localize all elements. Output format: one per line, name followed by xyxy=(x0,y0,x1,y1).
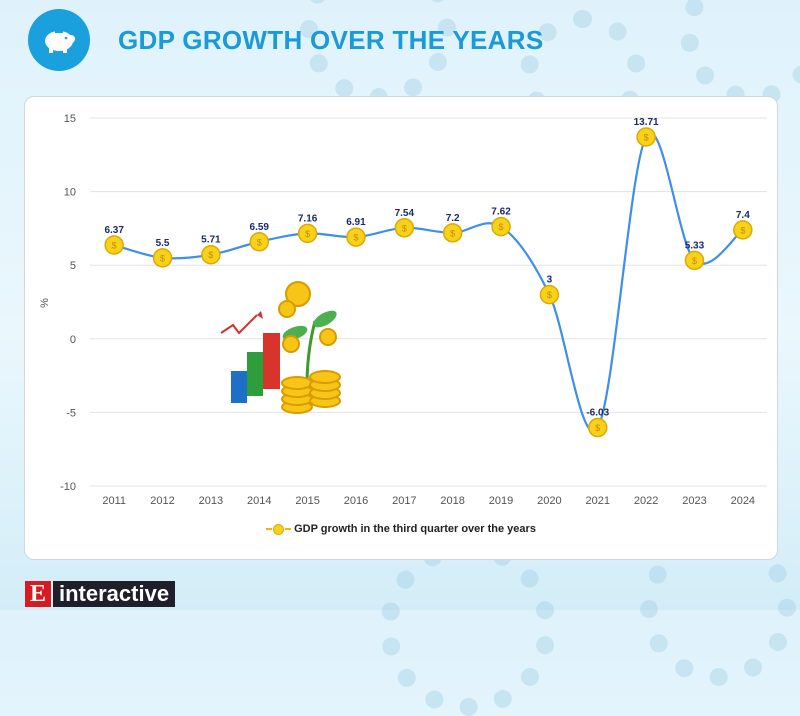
data-point: $ xyxy=(684,250,705,271)
x-tick-label: 2023 xyxy=(682,495,706,507)
x-tick-label: 2013 xyxy=(199,495,223,507)
background-cog xyxy=(680,0,800,106)
data-label: 7.4 xyxy=(736,210,750,221)
coin-symbol: $ xyxy=(499,222,504,232)
coin-symbol: $ xyxy=(305,229,310,239)
data-label: 5.5 xyxy=(156,238,170,249)
coin-marker xyxy=(201,244,221,265)
x-tick-label: 2011 xyxy=(102,495,126,507)
coin-marker xyxy=(588,417,608,438)
data-label: 5.71 xyxy=(201,235,221,246)
coin-marker xyxy=(394,218,415,238)
coin-symbol: $ xyxy=(402,223,407,233)
data-point: $ xyxy=(201,244,221,265)
brand-logo: E interactive xyxy=(25,581,176,607)
data-point: $ xyxy=(249,232,269,252)
brand-letter: E xyxy=(25,581,51,607)
coin-symbol: $ xyxy=(112,241,117,251)
data-label: 3 xyxy=(547,275,553,286)
x-tick-label: 2021 xyxy=(586,495,610,507)
coin-marker xyxy=(539,284,560,305)
coin-marker xyxy=(346,227,366,247)
y-tick-label: -5 xyxy=(66,407,76,419)
x-axis-ticks: 2011 2012 2013 2014 2015 2016 2017 2018 2019 2020… xyxy=(102,495,755,507)
data-point: $ xyxy=(491,216,511,237)
coin-symbol: $ xyxy=(160,253,165,263)
data-label: 6.59 xyxy=(250,222,270,233)
y-axis-label: % xyxy=(39,298,51,308)
coin-symbol: $ xyxy=(692,256,697,266)
data-label: 6.37 xyxy=(104,225,124,236)
legend[interactable]: GDP growth in the third quarter over the… xyxy=(25,523,777,535)
data-labels: 6.37 5.5 5.71 6.59 7.16 6.91 7.54 7.2 7.62 3 -6.03… xyxy=(104,117,750,419)
y-tick-label: 5 xyxy=(70,260,76,272)
coin-symbol: $ xyxy=(595,423,600,433)
y-tick-label: 0 xyxy=(70,334,76,346)
coin-marker xyxy=(684,250,705,271)
background-cog xyxy=(380,540,556,716)
data-label: -6.03 xyxy=(586,408,609,419)
coin-marker xyxy=(297,223,318,244)
coin-symbol: $ xyxy=(644,132,649,142)
data-label: 5.33 xyxy=(685,240,705,251)
coin-marker xyxy=(491,216,511,237)
data-label: 7.16 xyxy=(298,213,318,224)
legend-marker-line xyxy=(266,528,273,531)
data-point: $ xyxy=(636,127,656,147)
data-label: 7.62 xyxy=(491,207,511,218)
data-point: $ xyxy=(733,220,753,240)
money-growth-illustration xyxy=(220,281,341,414)
data-label: 7.2 xyxy=(446,213,460,224)
coin-marker xyxy=(104,235,124,255)
header: GDP GROWTH OVER THE YEARS xyxy=(28,8,543,72)
x-tick-label: 2024 xyxy=(731,495,755,507)
x-tick-label: 2015 xyxy=(295,495,319,507)
legend-marker-line xyxy=(285,528,292,531)
chart-card: 15 10 5 0 -5 -10 2011 2012 2013 2014 2015 2016 2017… xyxy=(24,96,778,560)
x-tick-label: 2020 xyxy=(537,495,561,507)
page-title: GDP GROWTH OVER THE YEARS xyxy=(118,24,544,55)
coin-symbol: $ xyxy=(547,290,552,300)
y-tick-label: -10 xyxy=(60,481,76,493)
x-tick-label: 2022 xyxy=(634,495,658,507)
data-point: $ xyxy=(442,223,463,243)
coin-symbol: $ xyxy=(208,250,213,260)
data-point: $ xyxy=(539,284,560,305)
x-tick-label: 2019 xyxy=(489,495,513,507)
data-label: 13.71 xyxy=(634,117,659,128)
x-tick-label: 2018 xyxy=(440,495,464,507)
legend-label: GDP growth in the third quarter over the… xyxy=(294,523,536,535)
line-chart: 15 10 5 0 -5 -10 2011 2012 2013 2014 2015 2016 2017… xyxy=(39,113,767,507)
grid xyxy=(90,117,767,487)
piggy-bank-gear-icon xyxy=(28,9,90,71)
coin-marker xyxy=(152,248,173,268)
coin-marker xyxy=(636,127,656,147)
x-tick-label: 2017 xyxy=(392,495,416,507)
coin-symbol: $ xyxy=(257,237,262,247)
data-point: $ xyxy=(346,227,366,247)
coin-symbol: $ xyxy=(740,225,745,235)
coin-symbol: $ xyxy=(353,233,358,243)
data-point: $ xyxy=(104,235,124,255)
coin-icon xyxy=(273,523,285,535)
x-tick-label: 2012 xyxy=(150,495,174,507)
x-tick-label: 2014 xyxy=(247,495,271,507)
y-axis-ticks: 15 10 5 0 -5 -10 xyxy=(60,113,76,493)
data-point: $ xyxy=(394,218,415,238)
data-label: 7.54 xyxy=(395,208,415,219)
series-line xyxy=(113,132,744,433)
coin-marker xyxy=(733,220,753,240)
coin-marker xyxy=(249,232,269,252)
data-point: $ xyxy=(297,223,318,244)
data-points: $ $ $ $ $ $ $ $ $ $ $ $ $ $ xyxy=(104,127,753,438)
x-tick-label: 2016 xyxy=(344,495,368,507)
data-point: $ xyxy=(588,417,608,438)
data-label: 6.91 xyxy=(346,217,366,228)
data-point: $ xyxy=(152,248,173,268)
y-tick-label: 10 xyxy=(64,187,76,199)
brand-word: interactive xyxy=(53,581,176,607)
coin-marker xyxy=(442,223,463,243)
y-tick-label: 15 xyxy=(64,113,76,125)
coin-symbol: $ xyxy=(450,228,455,238)
